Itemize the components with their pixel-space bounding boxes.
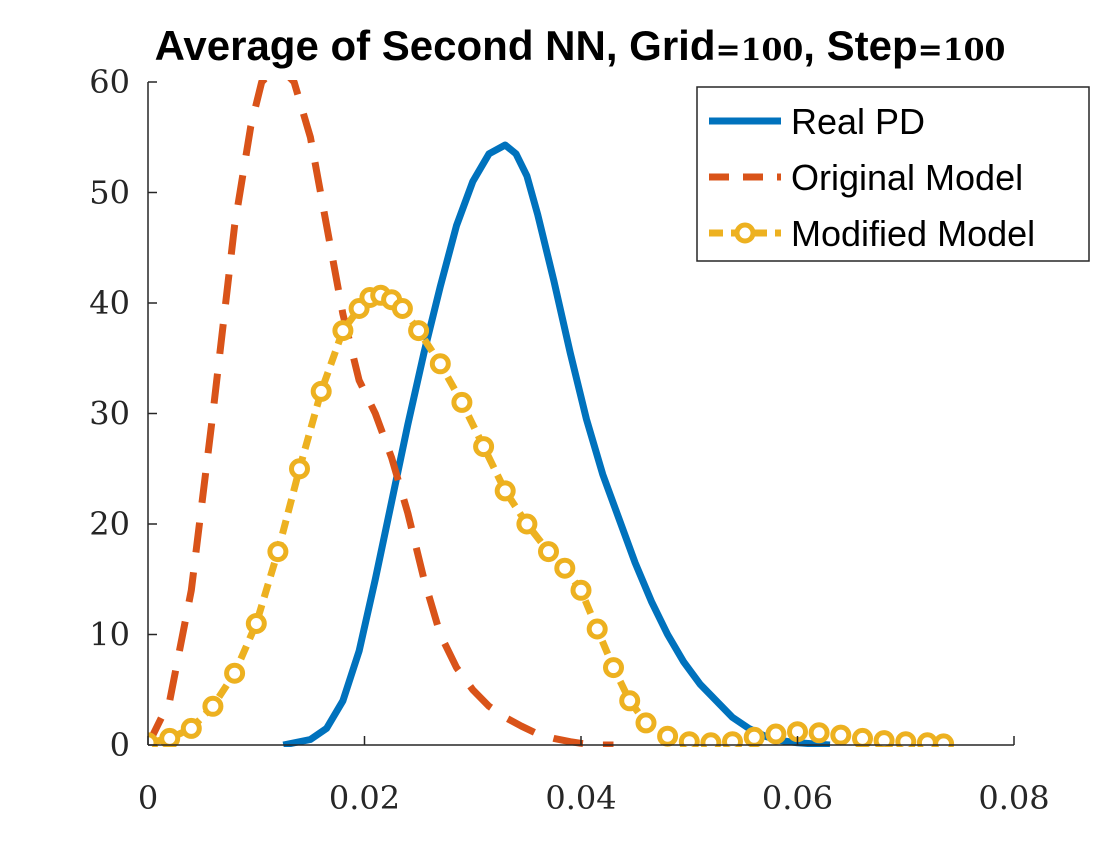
series-3-marker-1 — [148, 732, 159, 747]
legend-marker-3 — [734, 222, 756, 244]
legend-label-3: Modified Model — [791, 213, 1035, 254]
series-3-marker-34 — [765, 723, 787, 745]
series-3-marker-30 — [678, 731, 700, 747]
series-3-marker-37 — [830, 724, 852, 746]
series-3-marker-26 — [603, 657, 624, 679]
series-3-marker-33 — [743, 726, 765, 747]
series-3-marker-32 — [722, 731, 743, 747]
x-tick-label-4: 0.06 — [762, 779, 833, 817]
series-3-marker-42 — [933, 733, 955, 747]
y-tick-label-2: 10 — [89, 616, 130, 654]
x-tick-label-5: 0.08 — [978, 779, 1049, 817]
series-3-marker-17 — [429, 353, 451, 375]
series-3-marker-19 — [473, 436, 495, 458]
series-3-marker-40 — [895, 731, 917, 747]
chart-title: Average of Second NN, Grid=100, Step=100 — [155, 22, 1006, 69]
series-3-marker-9 — [310, 380, 332, 402]
series-3-marker-31 — [700, 732, 722, 747]
series-3-marker-2 — [159, 727, 181, 747]
chart-title-part-3: , Step — [803, 22, 917, 69]
y-tick-label-3: 20 — [89, 505, 130, 543]
plot-clipped — [148, 80, 955, 747]
series-3-marker-28 — [635, 712, 657, 734]
series-3-marker-24 — [570, 579, 592, 601]
series-3-marker-10 — [332, 320, 354, 342]
series-3-marker-7 — [267, 541, 289, 563]
x-tick-label-3: 0.04 — [545, 779, 616, 817]
series-3-marker-21 — [516, 513, 538, 535]
chart-title-part-4: =100 — [918, 33, 1006, 68]
series-line-2 — [148, 80, 614, 747]
y-tick-label-6: 50 — [89, 174, 130, 212]
chart-title-part-2: =100 — [716, 33, 804, 68]
plot-area — [148, 80, 955, 747]
series-3-marker-18 — [451, 391, 473, 413]
series-3-marker-20 — [494, 480, 516, 502]
y-tick-label-1: 0 — [110, 726, 130, 764]
series-3-marker-25 — [586, 618, 608, 640]
series-3-marker-41 — [916, 732, 938, 747]
series-3-marker-27 — [619, 690, 641, 712]
legend: Real PD Original Model Modified Model — [696, 86, 1090, 262]
x-tick-label-1: 0 — [138, 779, 158, 817]
series-line-1 — [282, 141, 831, 747]
series-3-marker-36 — [808, 722, 830, 744]
series-3-marker-29 — [657, 725, 679, 747]
y-tick-label-5: 40 — [89, 284, 130, 322]
series-3-marker-4 — [202, 695, 224, 717]
x-tick-label-2: 0.02 — [329, 779, 400, 817]
series-3-marker-16 — [408, 320, 430, 342]
series-3-marker-39 — [873, 730, 895, 747]
series-line-3 — [148, 291, 944, 747]
series-3-marker-38 — [852, 727, 873, 747]
y-tick-label-7: 60 — [89, 63, 130, 101]
legend-label-2: Original Model — [791, 157, 1023, 198]
series-3-marker-6 — [245, 613, 267, 634]
legend-label-1: Real PD — [791, 101, 925, 142]
series-3-marker-3 — [180, 717, 202, 739]
series-3-marker-5 — [224, 662, 246, 684]
series-3-marker-23 — [554, 557, 576, 579]
chart-title-part-1: Average of Second NN, Grid — [155, 22, 716, 69]
series-3-marker-15 — [391, 298, 413, 319]
series-3-marker-8 — [289, 458, 310, 480]
series-3-marker-22 — [538, 541, 559, 563]
y-tick-label-4: 30 — [89, 395, 130, 433]
axes: 0 0.02 0.04 0.06 0.08 0 10 20 30 40 50 60 — [89, 63, 1049, 817]
